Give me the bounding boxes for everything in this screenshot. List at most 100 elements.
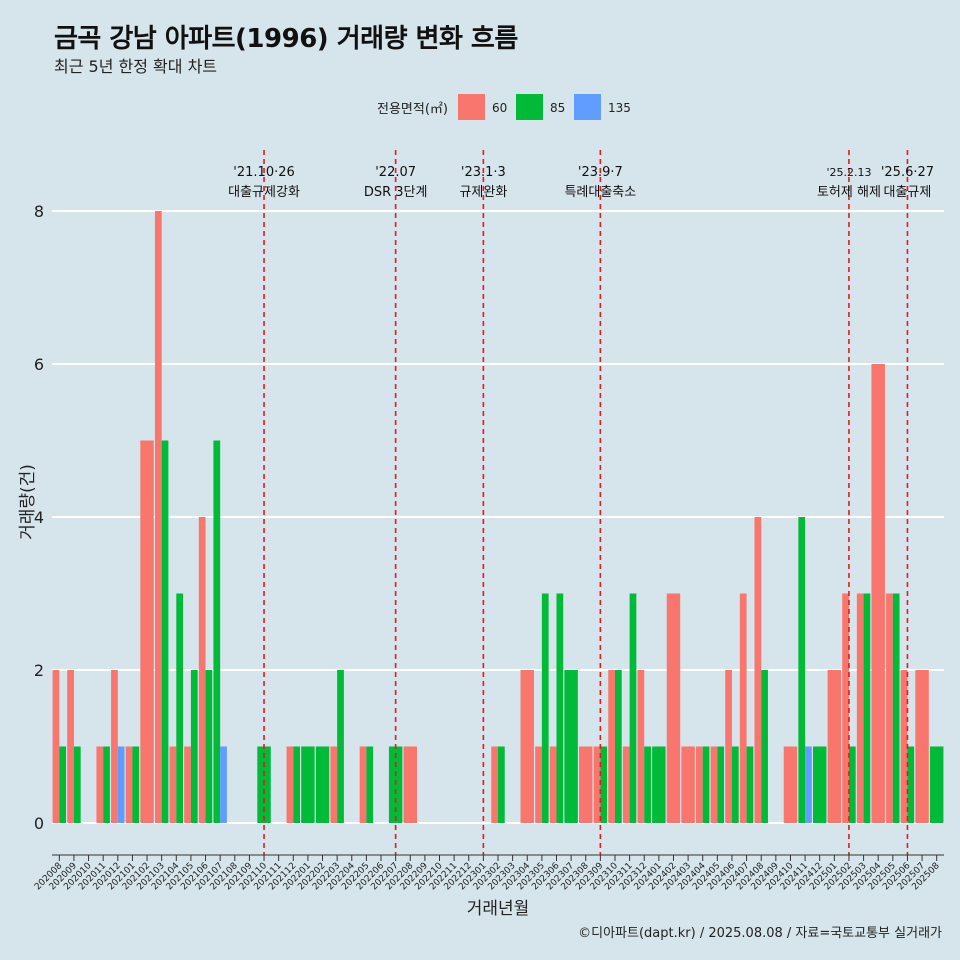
bar-60-202011 bbox=[96, 746, 104, 823]
bar-135-202012 bbox=[117, 746, 125, 823]
bar-60-202312 bbox=[637, 670, 645, 823]
bar-60-202008 bbox=[52, 670, 60, 823]
bar-85-202404 bbox=[702, 746, 710, 823]
bar-85-202405 bbox=[717, 746, 725, 823]
bar-60-202106 bbox=[198, 517, 206, 823]
chart-title: 금곡 강남 아파트(1996) 거래량 변화 흐름 bbox=[54, 24, 518, 54]
bar-60-202101 bbox=[125, 746, 133, 823]
bar-85-202205 bbox=[366, 746, 374, 823]
y-tick-label: 8 bbox=[34, 202, 44, 221]
event-label-text: 대출규제 bbox=[884, 185, 932, 200]
bar-60-202501 bbox=[827, 670, 842, 823]
bar-60-202406 bbox=[725, 670, 732, 823]
bar-85-202311 bbox=[629, 593, 637, 823]
event-label-date: '25.2.13 bbox=[826, 166, 871, 179]
bar-60-202104 bbox=[169, 746, 177, 823]
bar-60-202105 bbox=[184, 746, 191, 823]
bar-60-202505 bbox=[886, 593, 893, 823]
legend-label-135: 135 bbox=[608, 101, 631, 115]
bar-85-202508 bbox=[929, 746, 944, 823]
bar-85-202502 bbox=[848, 746, 856, 823]
bar-60-202402 bbox=[666, 593, 681, 823]
bar-85-202411 bbox=[798, 517, 806, 823]
bar-60-202410 bbox=[783, 746, 798, 823]
bar-85-202112 bbox=[293, 746, 301, 823]
bar-60-202310 bbox=[608, 670, 615, 823]
bar-60-202304 bbox=[520, 670, 534, 823]
bar-60-202308 bbox=[579, 746, 593, 823]
chart-subtitle: 최근 5년 한정 확대 차트 bbox=[54, 57, 218, 76]
legend-label-85: 85 bbox=[550, 101, 565, 115]
bar-85-202106 bbox=[205, 670, 213, 823]
bar-85-202101 bbox=[132, 746, 140, 823]
bar-60-202112 bbox=[286, 746, 294, 823]
bar-60-202009 bbox=[67, 670, 74, 823]
bar-60-202311 bbox=[622, 746, 630, 823]
bar-60-202306 bbox=[549, 746, 557, 823]
bar-85-202107 bbox=[213, 440, 221, 823]
bar-60-202502 bbox=[842, 593, 849, 823]
bar-60-202506 bbox=[900, 670, 908, 823]
bar-85-202505 bbox=[892, 593, 900, 823]
event-label-text: 대출규제강화 bbox=[228, 185, 300, 200]
source-caption: ©디아파트(dapt.kr) / 2025.08.08 / 자료=국토교통부 실… bbox=[578, 926, 942, 941]
bar-60-202404 bbox=[695, 746, 703, 823]
bar-85-202103 bbox=[161, 440, 169, 823]
bar-60-202504 bbox=[871, 364, 885, 823]
bar-85-202406 bbox=[731, 746, 739, 823]
legend-label-60: 60 bbox=[492, 101, 507, 115]
bar-135-202107 bbox=[220, 746, 227, 823]
bar-60-202403 bbox=[681, 746, 695, 823]
bar-60-202205 bbox=[359, 746, 367, 823]
bar-85-202412 bbox=[812, 746, 827, 823]
event-label-text: DSR 3단계 bbox=[364, 185, 428, 200]
event-label-date: '21.10·26 bbox=[233, 165, 294, 180]
event-label-text: 특례대출축소 bbox=[564, 185, 636, 200]
event-label-date: '22.07 bbox=[375, 165, 416, 180]
legend-title: 전용면적(㎡) bbox=[377, 102, 448, 117]
bar-135-202411 bbox=[805, 746, 812, 823]
bar-60-202102 bbox=[140, 440, 154, 823]
bar-85-202008 bbox=[59, 746, 67, 823]
bar-60-202507 bbox=[915, 670, 929, 823]
bar-85-202302 bbox=[498, 746, 505, 823]
x-axis-title: 거래년월 bbox=[467, 899, 530, 919]
bar-60-202208 bbox=[403, 746, 417, 823]
bar-85-202009 bbox=[73, 746, 81, 823]
bar-60-202503 bbox=[856, 593, 864, 823]
bar-85-202307 bbox=[564, 670, 578, 823]
bar-85-202407 bbox=[746, 746, 754, 823]
y-axis-title: 거래량(건) bbox=[18, 464, 38, 540]
bar-60-202309 bbox=[593, 746, 601, 823]
bar-85-202305 bbox=[541, 593, 549, 823]
y-tick-label: 0 bbox=[34, 814, 44, 833]
y-tick-label: 4 bbox=[34, 508, 44, 527]
bar-85-202310 bbox=[614, 670, 622, 823]
event-label-date: '23.9·7 bbox=[578, 165, 623, 180]
bar-60-202012 bbox=[111, 670, 118, 823]
bar-85-202202 bbox=[315, 746, 330, 823]
legend-swatch-85 bbox=[516, 94, 543, 120]
bar-85-202309 bbox=[600, 746, 608, 823]
bar-60-202408 bbox=[754, 517, 762, 823]
y-tick-label: 6 bbox=[34, 355, 44, 374]
bar-60-202302 bbox=[491, 746, 498, 823]
event-label-text: 토허제 해제 bbox=[817, 185, 881, 200]
event-label-date: '23.1·3 bbox=[461, 165, 506, 180]
bar-85-202201 bbox=[301, 746, 315, 823]
bar-85-202312 bbox=[644, 746, 651, 823]
y-tick-label: 2 bbox=[34, 661, 44, 680]
bar-85-202503 bbox=[863, 593, 871, 823]
legend-swatch-135 bbox=[574, 94, 601, 120]
bar-85-202506 bbox=[907, 746, 915, 823]
bar-85-202203 bbox=[337, 670, 344, 823]
bar-85-202104 bbox=[176, 593, 184, 823]
bar-60-202305 bbox=[535, 746, 542, 823]
event-label-text: 규제완화 bbox=[459, 185, 507, 200]
bar-85-202105 bbox=[190, 670, 198, 823]
bar-60-202203 bbox=[330, 746, 338, 823]
bar-85-202306 bbox=[556, 593, 564, 823]
event-label-date: '25.6·27 bbox=[881, 165, 934, 180]
bar-60-202407 bbox=[739, 593, 747, 823]
